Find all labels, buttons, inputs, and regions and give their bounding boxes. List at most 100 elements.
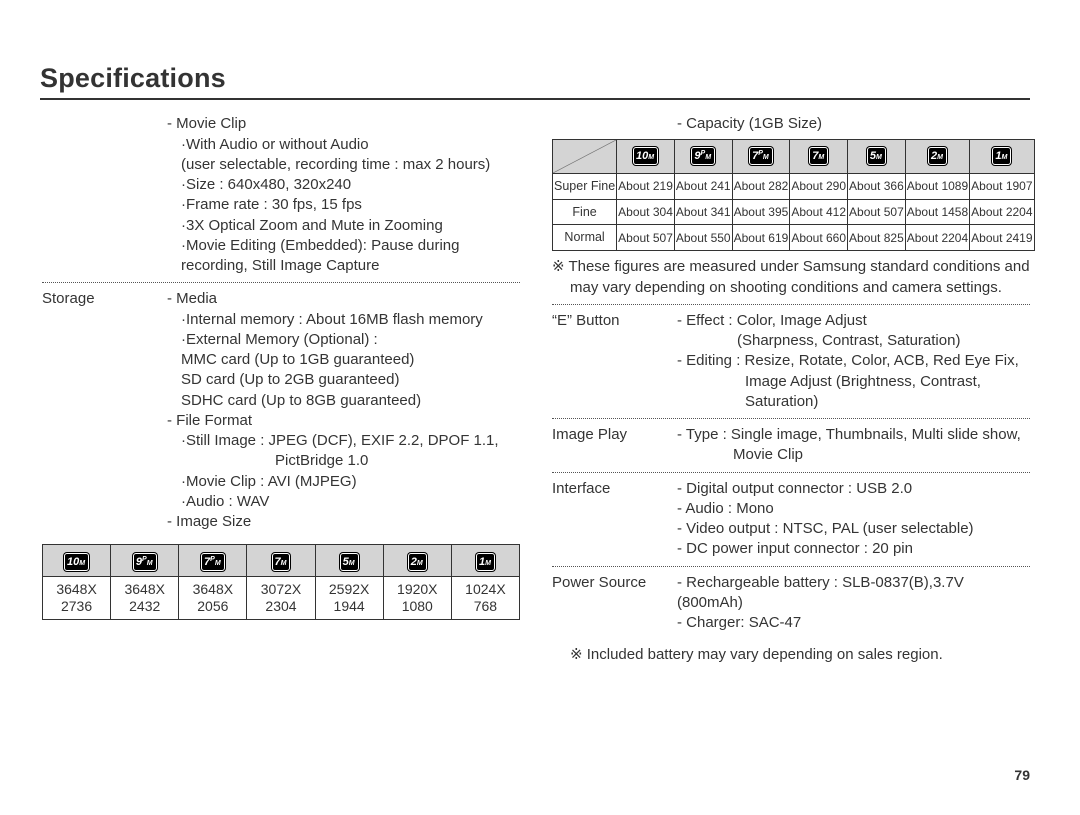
megapixel-icon: 7M <box>272 553 291 571</box>
capacity-note2: may vary depending on shooting condition… <box>552 278 1030 298</box>
left-column: - Movie Clip ·With Audio or without Audi… <box>40 114 520 665</box>
media-sd: SD card (Up to 2GB guaranteed) <box>167 370 520 390</box>
capacity-cell: About 619 <box>732 225 790 251</box>
capacity-cell: About 1907 <box>970 173 1034 199</box>
media-sdhc: SDHC card (Up to 8GB guaranteed) <box>167 391 520 411</box>
imageplay-type: - Type : Single image, Thumbnails, Multi… <box>677 425 1030 445</box>
capacity-block: - Capacity (1GB Size) 10M9PM7PM7M5M2M1M … <box>552 114 1030 304</box>
megapixel-icon: 7PM <box>201 553 225 571</box>
imageplay-label: Image Play <box>552 425 677 466</box>
interface-audio: - Audio : Mono <box>677 499 1030 519</box>
imgsize-header: - Image Size <box>167 512 520 532</box>
spec-ebutton: “E” Button - Effect : Color, Image Adjus… <box>552 311 1030 419</box>
capacity-cell: About 1458 <box>905 199 969 225</box>
capacity-cell: About 366 <box>848 173 906 199</box>
file-pictbridge: PictBridge 1.0 <box>167 451 520 471</box>
movieclip-zoom: ·3X Optical Zoom and Mute in Zooming <box>167 216 520 236</box>
capacity-cell: About 507 <box>848 199 906 225</box>
megapixel-icon: 7PM <box>749 147 773 165</box>
movieclip-fps: ·Frame rate : 30 fps, 15 fps <box>167 195 520 215</box>
spec-imageplay: Image Play - Type : Single image, Thumbn… <box>552 425 1030 473</box>
capacity-header: - Capacity (1GB Size) <box>677 115 822 132</box>
capacity-cell: About 2419 <box>970 225 1034 251</box>
image-size-cell: 3648X2736 <box>43 577 111 620</box>
spec-power: Power Source - Rechargeable battery : SL… <box>552 573 1030 640</box>
capacity-cell: About 507 <box>617 225 675 251</box>
imageplay-type2: Movie Clip <box>677 445 1030 465</box>
image-size-table: 10M 9PM 7PM 7M 5M 2M 1M 3648X27363648X24323648… <box>42 544 520 620</box>
image-size-cell: 1920X1080 <box>383 577 451 620</box>
capacity-row-label: Normal <box>553 225 617 251</box>
movieclip-edit2: recording, Still Image Capture <box>167 256 520 276</box>
ebutton-label: “E” Button <box>552 311 677 412</box>
media-ext: ·External Memory (Optional) : <box>167 330 520 350</box>
file-movie: ·Movie Clip : AVI (MJPEG) <box>167 472 520 492</box>
power-charger: - Charger: SAC-47 <box>677 613 1030 633</box>
capacity-cell: About 219 <box>617 173 675 199</box>
media-header: - Media <box>167 289 520 309</box>
megapixel-icon: 10M <box>64 553 89 571</box>
capacity-cell: About 1089 <box>905 173 969 199</box>
page-number: 79 <box>1014 766 1030 785</box>
file-still: ·Still Image : JPEG (DCF), EXIF 2.2, DPO… <box>167 431 520 451</box>
ebutton-effect-list: (Sharpness, Contrast, Saturation) <box>677 331 1030 351</box>
image-size-cell: 3072X2304 <box>247 577 315 620</box>
spec-movieclip: - Movie Clip ·With Audio or without Audi… <box>42 114 520 283</box>
capacity-note1: ※ These figures are measured under Samsu… <box>552 257 1030 277</box>
ebutton-editing2: Image Adjust (Brightness, Contrast, <box>677 372 1030 392</box>
right-column: - Capacity (1GB Size) 10M9PM7PM7M5M2M1M … <box>550 114 1030 665</box>
capacity-cell: About 290 <box>790 173 848 199</box>
capacity-cell: About 241 <box>674 173 732 199</box>
megapixel-icon: 1M <box>992 147 1011 165</box>
image-size-cell: 2592X1944 <box>315 577 383 620</box>
spec-storage: Storage - Media ·Internal memory : About… <box>42 289 520 538</box>
power-battery: - Rechargeable battery : SLB-0837(B),3.7… <box>677 573 1030 614</box>
page-title: Specifications <box>40 60 1030 100</box>
media-mmc: MMC card (Up to 1GB guaranteed) <box>167 350 520 370</box>
media-int: ·Internal memory : About 16MB flash memo… <box>167 310 520 330</box>
image-size-cell: 3648X2056 <box>179 577 247 620</box>
power-label: Power Source <box>552 573 677 634</box>
spec-interface: Interface - Digital output connector : U… <box>552 479 1030 567</box>
megapixel-icon: 7M <box>809 147 828 165</box>
ebutton-effect: - Effect : Color, Image Adjust <box>677 311 1030 331</box>
capacity-cell: About 2204 <box>970 199 1034 225</box>
megapixel-icon: 10M <box>633 147 658 165</box>
megapixel-icon: 2M <box>928 147 947 165</box>
megapixel-icon: 5M <box>340 553 359 571</box>
megapixel-icon: 9PM <box>133 553 157 571</box>
movieclip-edit: ·Movie Editing (Embedded): Pause during <box>167 236 520 256</box>
image-size-cell: 3648X2432 <box>111 577 179 620</box>
interface-video: - Video output : NTSC, PAL (user selecta… <box>677 519 1030 539</box>
interface-usb: - Digital output connector : USB 2.0 <box>677 479 1030 499</box>
storage-label: Storage <box>42 289 167 532</box>
megapixel-icon: 9PM <box>691 147 715 165</box>
capacity-row-label: Fine <box>553 199 617 225</box>
capacity-cell: About 412 <box>790 199 848 225</box>
image-size-cell: 1024X768 <box>451 577 519 620</box>
ebutton-editing3: Saturation) <box>677 392 1030 412</box>
movieclip-header: - Movie Clip <box>167 114 520 134</box>
capacity-cell: About 660 <box>790 225 848 251</box>
movieclip-audio-note: (user selectable, recording time : max 2… <box>167 155 520 175</box>
megapixel-icon: 5M <box>867 147 886 165</box>
capacity-cell: About 2204 <box>905 225 969 251</box>
capacity-cell: About 395 <box>732 199 790 225</box>
power-note: ※ Included battery may vary depending on… <box>552 645 1030 665</box>
movieclip-audio: ·With Audio or without Audio <box>167 135 520 155</box>
capacity-table: 10M9PM7PM7M5M2M1M Super FineAbout 219Abo… <box>552 139 1035 252</box>
capacity-cell: About 550 <box>674 225 732 251</box>
capacity-cell: About 282 <box>732 173 790 199</box>
interface-label: Interface <box>552 479 677 560</box>
interface-dc: - DC power input connector : 20 pin <box>677 539 1030 559</box>
capacity-cell: About 304 <box>617 199 675 225</box>
megapixel-icon: 2M <box>408 553 427 571</box>
ebutton-editing: - Editing : Resize, Rotate, Color, ACB, … <box>677 351 1030 371</box>
movieclip-size: ·Size : 640x480, 320x240 <box>167 175 520 195</box>
capacity-cell: About 825 <box>848 225 906 251</box>
capacity-cell: About 341 <box>674 199 732 225</box>
file-audio: ·Audio : WAV <box>167 492 520 512</box>
capacity-row-label: Super Fine <box>553 173 617 199</box>
megapixel-icon: 1M <box>476 553 495 571</box>
file-header: - File Format <box>167 411 520 431</box>
